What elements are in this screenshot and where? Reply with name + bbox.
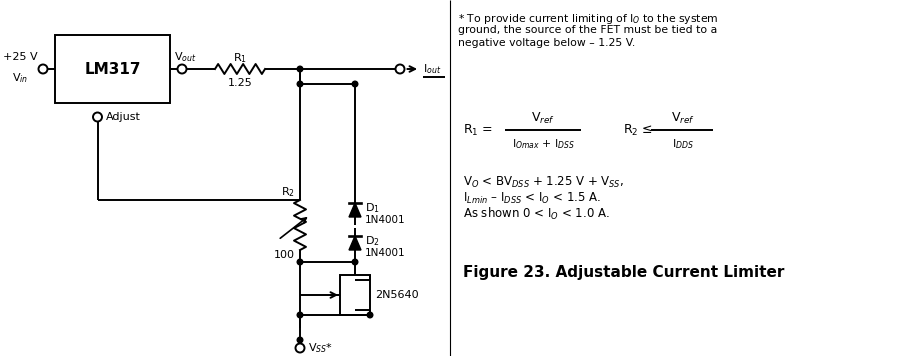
Text: I$_{DDS}$: I$_{DDS}$ [672,137,694,151]
Text: 1N4001: 1N4001 [365,215,406,225]
Text: R$_2$: R$_2$ [281,185,295,199]
Text: I$_{Lmin}$ – I$_{DSS}$ < I$_O$ < 1.5 A.: I$_{Lmin}$ – I$_{DSS}$ < I$_O$ < 1.5 A. [463,190,601,205]
Text: 1.25: 1.25 [227,78,253,88]
Text: R$_1$ =: R$_1$ = [463,122,493,137]
Text: 2N5640: 2N5640 [375,290,419,300]
Text: 1N4001: 1N4001 [365,248,406,258]
Circle shape [297,81,303,87]
Bar [55,35,170,103]
Text: V$_{out}$: V$_{out}$ [174,50,197,64]
Text: 100: 100 [274,250,295,260]
Text: V$_{in}$: V$_{in}$ [12,71,28,85]
Circle shape [297,259,303,265]
Text: ground, the source of the FET must be tied to a: ground, the source of the FET must be ti… [458,25,718,35]
Text: Figure 23. Adjustable Current Limiter: Figure 23. Adjustable Current Limiter [463,265,785,279]
Circle shape [352,81,358,87]
Text: Adjust: Adjust [105,112,140,122]
Text: As shown 0 < I$_O$ < 1.0 A.: As shown 0 < I$_O$ < 1.0 A. [463,206,610,222]
Text: R$_2$ ≤: R$_2$ ≤ [623,122,653,137]
Text: D$_1$: D$_1$ [365,201,380,215]
Text: R$_1$: R$_1$ [233,51,247,65]
Polygon shape [349,203,361,217]
Text: +25 V: +25 V [3,52,37,62]
Text: V$_{ref}$: V$_{ref}$ [671,110,695,126]
Text: V$_{SS}$*: V$_{SS}$* [308,341,333,355]
Text: D$_2$: D$_2$ [365,234,380,248]
Circle shape [367,312,372,318]
Text: I$_{Omax}$ + I$_{DSS}$: I$_{Omax}$ + I$_{DSS}$ [512,137,574,151]
Text: negative voltage below – 1.25 V.: negative voltage below – 1.25 V. [458,38,635,48]
Text: V$_O$ < BV$_{DSS}$ + 1.25 V + V$_{SS}$,: V$_O$ < BV$_{DSS}$ + 1.25 V + V$_{SS}$, [463,174,624,189]
Circle shape [297,312,303,318]
Text: V$_{ref}$: V$_{ref}$ [531,110,554,126]
Polygon shape [349,236,361,250]
Bar [340,275,370,315]
Text: LM317: LM317 [84,62,140,77]
Text: I$_{out}$: I$_{out}$ [423,62,441,76]
Circle shape [297,337,303,343]
Text: * To provide current limiting of I$_O$ to the system: * To provide current limiting of I$_O$ t… [458,12,718,26]
Circle shape [352,259,358,265]
Circle shape [297,66,303,72]
